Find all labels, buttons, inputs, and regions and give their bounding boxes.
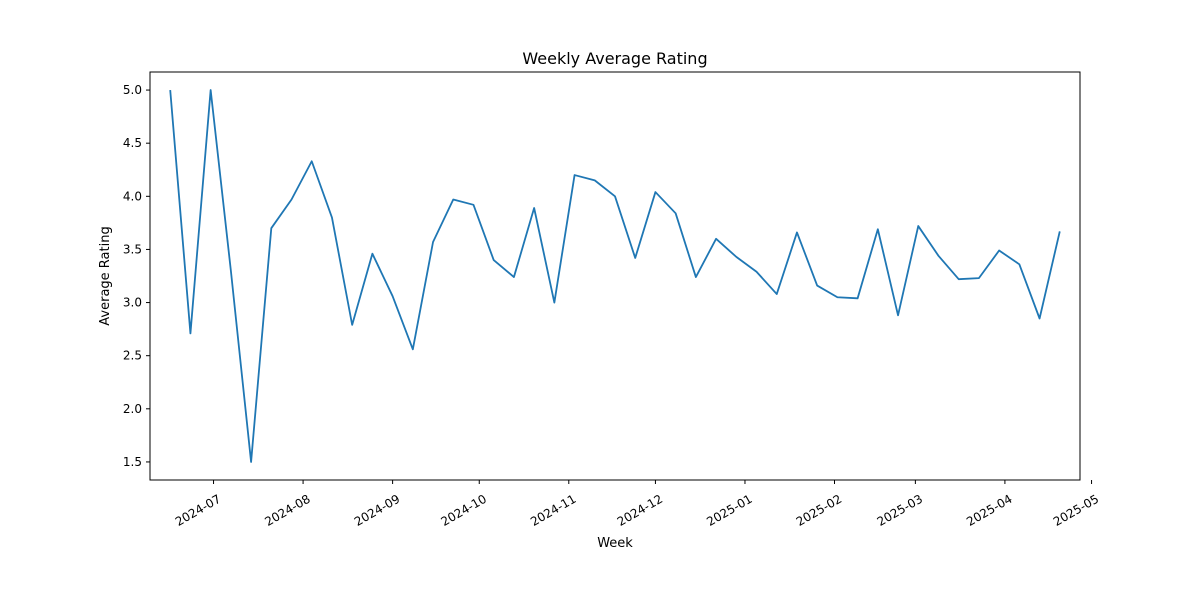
x-tick-label: 2025-04 bbox=[964, 492, 1014, 529]
y-tick-label: 4.5 bbox=[123, 136, 142, 150]
x-axis-label: Week bbox=[597, 536, 633, 551]
y-tick-label: 5.0 bbox=[123, 83, 142, 97]
y-axis-ticks: 1.5 2.0 2.5 3.0 3.5 4.0 4.5 5.0 bbox=[123, 83, 150, 469]
x-axis-ticks: 2024-07 2024-08 2024-09 2024-10 2024-11 2024-… bbox=[173, 480, 1101, 529]
y-tick-label: 2.5 bbox=[123, 349, 142, 363]
x-tick-label: 2025-03 bbox=[875, 492, 925, 529]
x-tick-label: 2025-05 bbox=[1051, 492, 1101, 529]
x-tick-label: 2024-09 bbox=[352, 492, 402, 529]
x-tick-label: 2024-11 bbox=[528, 492, 578, 529]
y-tick-label: 4.0 bbox=[123, 189, 142, 203]
y-tick-label: 3.5 bbox=[123, 242, 142, 256]
x-tick-label: 2025-02 bbox=[794, 492, 844, 529]
plot-area-frame bbox=[149, 71, 1081, 481]
series-line bbox=[169, 89, 1061, 463]
x-tick-label: 2024-07 bbox=[173, 492, 223, 529]
x-tick-label: 2025-01 bbox=[704, 492, 754, 529]
chart-title: Weekly Average Rating bbox=[522, 49, 707, 68]
x-tick-label: 2024-08 bbox=[262, 492, 312, 529]
y-tick-label: 2.0 bbox=[123, 402, 142, 416]
y-tick-label: 3.0 bbox=[123, 296, 142, 310]
x-tick-label: 2024-10 bbox=[439, 492, 489, 529]
y-tick-label: 1.5 bbox=[123, 455, 142, 469]
x-tick-label: 2024-12 bbox=[615, 492, 665, 529]
y-axis-label: Average Rating bbox=[98, 226, 113, 325]
